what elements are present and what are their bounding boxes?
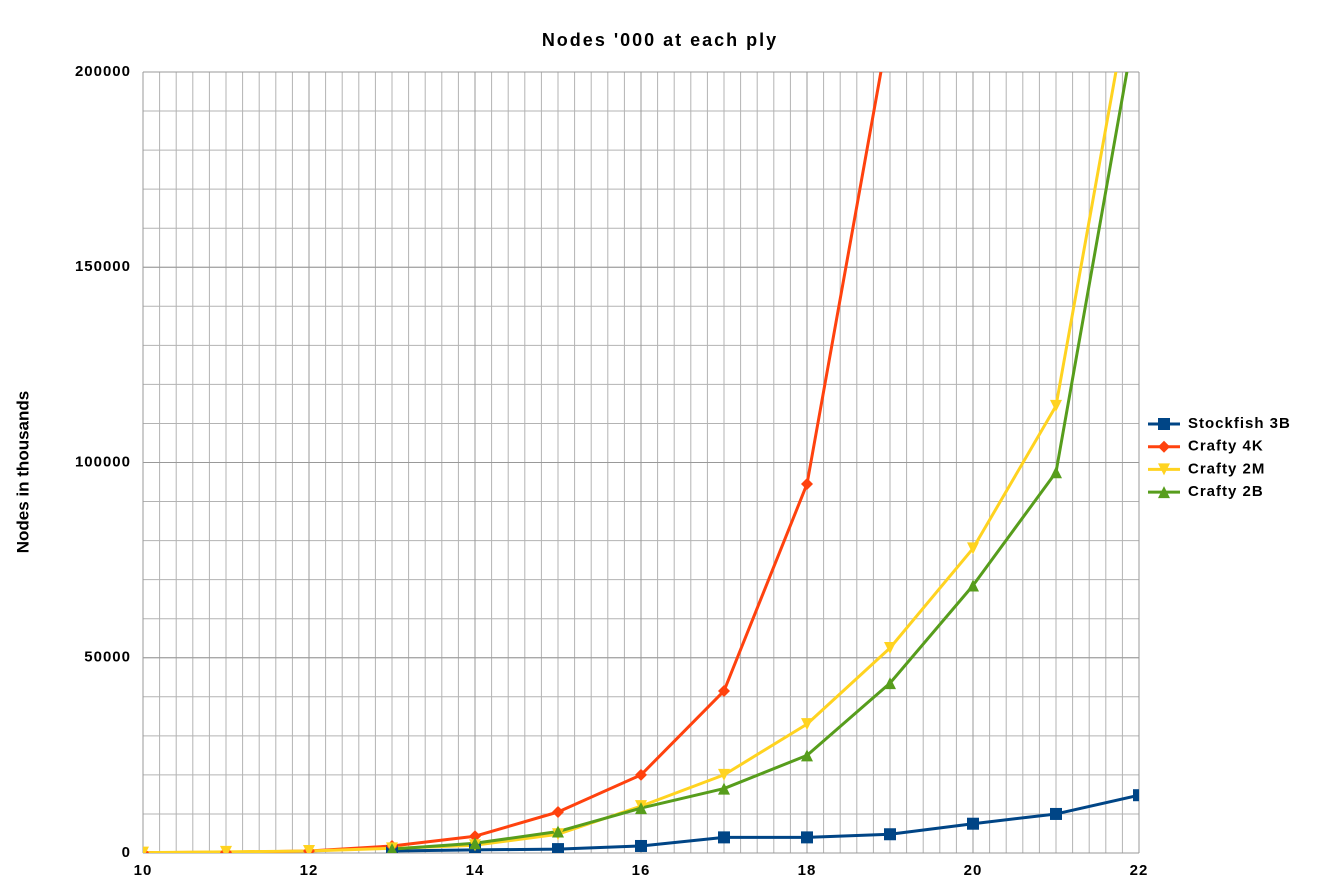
marker (303, 845, 315, 853)
marker (801, 718, 813, 731)
marker (967, 817, 979, 830)
marker (884, 677, 896, 690)
marker (884, 828, 896, 841)
grid (142, 71, 1140, 854)
x-tick-label: 16 (632, 862, 651, 879)
marker (387, 843, 397, 853)
x-tick-label: 12 (300, 862, 319, 879)
series-line (391, 72, 1129, 851)
marker (1158, 440, 1170, 453)
marker (801, 477, 813, 490)
marker (1158, 463, 1170, 476)
legend-label: Crafty 2B (1188, 483, 1264, 500)
y-tick-label: 150000 (75, 258, 131, 275)
marker (718, 831, 730, 844)
marker (635, 802, 647, 815)
marker (718, 684, 730, 697)
marker (967, 542, 979, 555)
marker (143, 846, 149, 853)
marker (552, 805, 564, 818)
y-tick-label: 50000 (84, 649, 131, 666)
marker (884, 641, 896, 654)
marker (552, 843, 564, 853)
y-tick-label: 100000 (75, 453, 131, 470)
marker (552, 825, 564, 838)
y-axis-label: Nodes in thousands (13, 391, 32, 553)
series-line (391, 793, 1139, 853)
legend-label: Crafty 2M (1188, 460, 1265, 477)
legend-label: Stockfish 3B (1188, 415, 1291, 432)
marker (635, 768, 647, 781)
y-tick-label: 0 (122, 844, 131, 861)
marker (884, 15, 896, 27)
legend-label: Crafty 4K (1188, 438, 1264, 455)
x-tick-label: 10 (134, 862, 153, 879)
marker (1133, 789, 1139, 802)
marker (469, 837, 481, 850)
marker (718, 768, 730, 781)
marker (1050, 807, 1062, 820)
x-tick-label: 14 (466, 862, 485, 879)
marker (967, 579, 979, 592)
marker (801, 831, 813, 844)
y-tick-label: 200000 (75, 63, 131, 80)
marker (1050, 466, 1062, 479)
chart-title: Nodes '000 at each ply (542, 30, 778, 50)
x-tick-label: 18 (798, 862, 817, 879)
marker (1158, 486, 1170, 499)
x-tick-label: 20 (964, 862, 983, 879)
markers (143, 0, 1145, 853)
marker (801, 749, 813, 762)
marker (718, 782, 730, 795)
marker (1158, 418, 1170, 430)
marker (1133, 0, 1145, 10)
marker (1050, 399, 1062, 412)
labels: 0 50000 100000 150000 200000 10 12 14 16 18 20 22 St… (75, 63, 1291, 879)
marker (220, 845, 232, 853)
x-tick-label: 22 (1130, 862, 1149, 879)
marker (635, 839, 647, 852)
series-line (143, 72, 883, 853)
